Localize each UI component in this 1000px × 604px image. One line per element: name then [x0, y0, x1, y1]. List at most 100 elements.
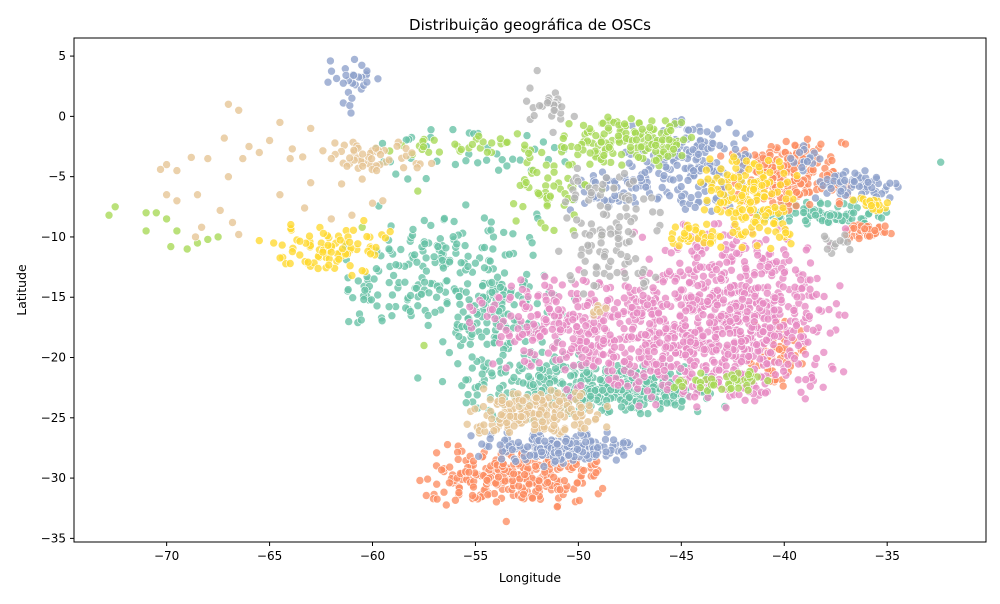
scatter-point [421, 174, 431, 183]
scatter-point [234, 106, 243, 115]
scatter-point [684, 223, 694, 233]
x-tick-label: −60 [360, 549, 385, 563]
scatter-point [215, 206, 225, 215]
scatter-point [453, 455, 463, 464]
scatter-point [778, 203, 788, 213]
scatter-point [439, 487, 449, 497]
scatter-point [620, 119, 629, 129]
scatter-point [647, 193, 656, 203]
scatter-point [725, 305, 735, 314]
scatter-point [568, 334, 578, 344]
scatter-point [591, 414, 600, 424]
scatter-point [854, 234, 864, 243]
scatter-point [705, 154, 715, 164]
scatter-point [641, 330, 650, 339]
scatter-point [372, 166, 381, 175]
scatter-point [432, 479, 442, 489]
scatter-point [591, 468, 601, 478]
scatter-point [624, 227, 633, 236]
scatter-point [644, 254, 654, 264]
scatter-point [689, 361, 699, 370]
scatter-point [717, 177, 726, 186]
scatter-point [426, 221, 436, 230]
scatter-point [674, 241, 684, 251]
scatter-point [542, 201, 552, 211]
scatter-point [765, 168, 775, 177]
scatter-point [526, 361, 536, 371]
scatter-point [318, 146, 328, 156]
scatter-point [772, 257, 781, 267]
scatter-point [783, 359, 793, 369]
scatter-point [750, 270, 759, 280]
scatter-point [774, 345, 784, 354]
scatter-point [349, 226, 358, 235]
scatter-point [702, 196, 712, 205]
scatter-point [513, 129, 522, 139]
scatter-point [698, 331, 708, 341]
scatter-point [463, 262, 473, 271]
scatter-point [110, 202, 120, 212]
scatter-point [609, 352, 618, 362]
y-tick-label: −10 [41, 230, 66, 244]
scatter-point [488, 359, 498, 369]
scatter-point [711, 332, 720, 342]
scatter-point [753, 283, 763, 293]
scatter-point [558, 339, 567, 349]
scatter-point [341, 71, 351, 80]
scatter-point [591, 450, 601, 460]
scatter-point [792, 292, 802, 302]
scatter-point [369, 274, 379, 284]
scatter-point [569, 361, 579, 370]
scatter-point [749, 317, 759, 327]
scatter-point [745, 129, 755, 139]
scatter-point [754, 162, 764, 172]
scatter-point [326, 56, 335, 66]
scatter-point [504, 399, 514, 409]
scatter-point [543, 173, 553, 183]
scatter-point [629, 176, 638, 186]
scatter-point [770, 203, 780, 212]
scatter-point [482, 327, 491, 336]
scatter-point [156, 165, 165, 174]
scatter-point [585, 230, 595, 240]
scatter-point [492, 497, 501, 507]
scatter-point [358, 161, 368, 171]
scatter-point [544, 348, 553, 358]
scatter-point [244, 142, 254, 151]
scatter-point [823, 244, 832, 254]
scatter-point [803, 157, 812, 166]
scatter-point [731, 128, 741, 138]
scatter-point [141, 226, 151, 236]
scatter-point [540, 280, 550, 290]
scatter-point [465, 318, 474, 327]
scatter-point [553, 388, 563, 398]
scatter-point [731, 145, 740, 154]
scatter-point [141, 208, 151, 218]
x-tick-label: −70 [154, 549, 179, 563]
scatter-point [203, 154, 213, 163]
scatter-point [485, 434, 495, 444]
scatter-point [376, 150, 385, 159]
scatter-point [778, 282, 788, 292]
scatter-point [786, 239, 796, 248]
y-tick-label: −5 [48, 170, 66, 184]
scatter-point [601, 435, 610, 444]
scatter-point [413, 186, 423, 196]
scatter-point [619, 293, 629, 303]
scatter-point [286, 220, 296, 229]
scatter-point [801, 216, 810, 225]
scatter-point [779, 169, 789, 178]
scatter-point [497, 396, 507, 405]
scatter-point [695, 383, 705, 392]
x-tick-label: −50 [566, 549, 591, 563]
scatter-point [441, 500, 451, 510]
scatter-point [645, 123, 655, 132]
scatter-point [606, 256, 616, 266]
scatter-point [435, 147, 444, 157]
scatter-point [474, 131, 484, 141]
scatter-point [582, 367, 592, 377]
scatter-point [764, 156, 773, 165]
scatter-point [741, 227, 750, 237]
scatter-point [535, 332, 545, 341]
